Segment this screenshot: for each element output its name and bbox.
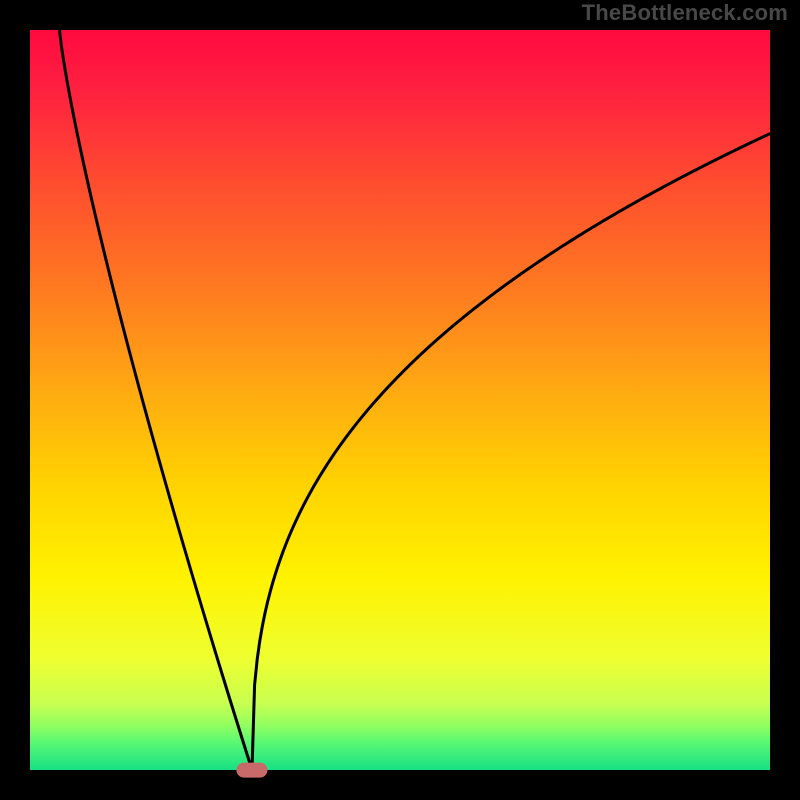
curve-layer bbox=[30, 30, 770, 770]
plot-area bbox=[30, 30, 770, 770]
bottleneck-curve-line bbox=[60, 30, 770, 770]
chart-root: TheBottleneck.com bbox=[0, 0, 800, 800]
notch-marker bbox=[236, 763, 267, 778]
watermark-text: TheBottleneck.com bbox=[582, 0, 788, 26]
